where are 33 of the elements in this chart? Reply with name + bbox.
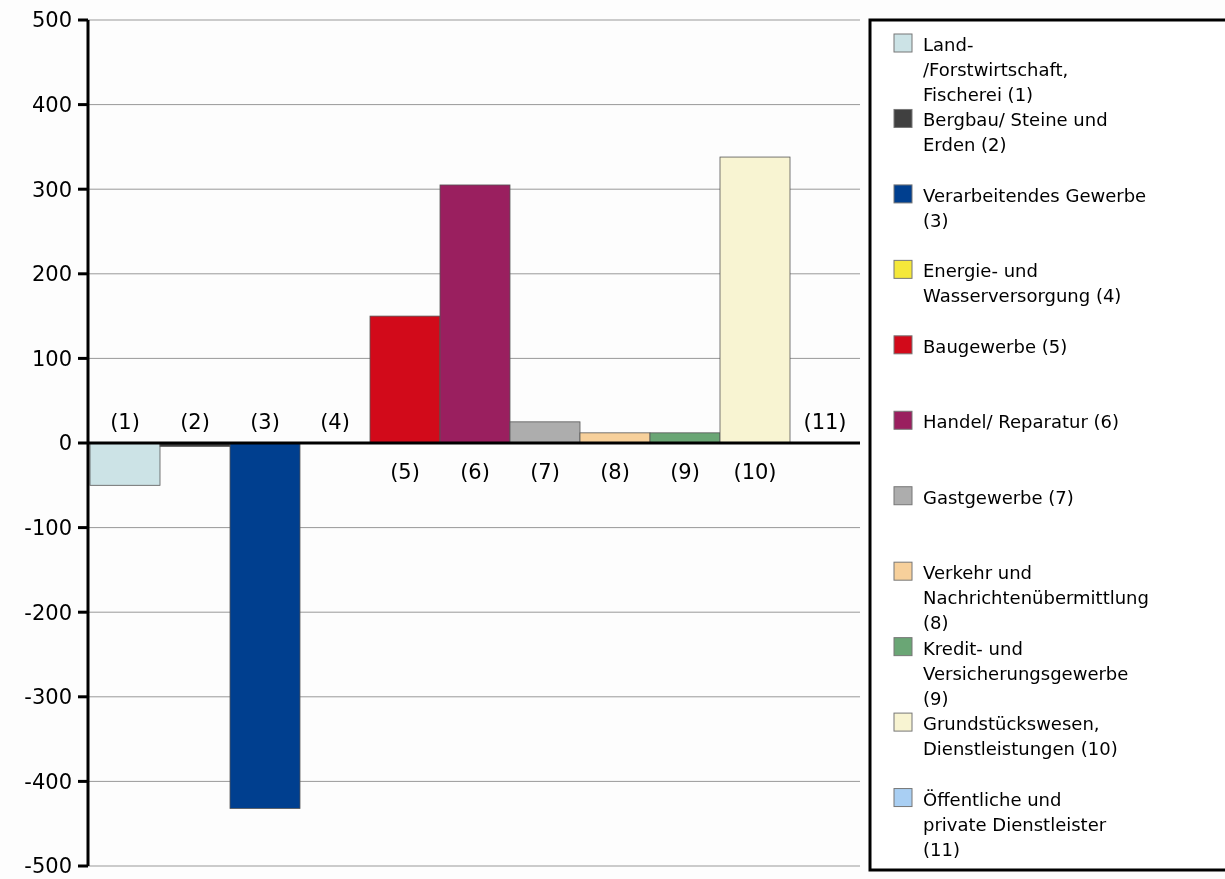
x-tick-label: (7)	[530, 460, 560, 484]
legend-label: Kredit- und Versicherungsgewerbe (9)	[923, 637, 1129, 709]
x-tick-label: (1)	[110, 410, 140, 434]
y-tick-label: -200	[24, 600, 72, 625]
legend-label: Gastgewerbe (7)	[923, 486, 1074, 508]
y-tick-label: -500	[24, 854, 72, 879]
legend-label: Land- /Forstwirtschaft, Fischerei (1)	[923, 34, 1069, 105]
y-tick-label: -100	[24, 515, 72, 540]
legend-label: Verarbeitendes Gewerbe (3)	[923, 184, 1147, 231]
x-tick-label: (11)	[803, 410, 847, 434]
y-tick-label: 0	[58, 431, 72, 456]
x-tick-label: (9)	[670, 460, 700, 484]
y-tick-label: 100	[31, 346, 72, 371]
x-tick-label: (2)	[180, 410, 210, 434]
y-tick-label: 200	[31, 262, 72, 287]
x-tick-label: (6)	[460, 460, 490, 484]
legend-label: Grundstückswesen, Dienstleistungen (10)	[923, 713, 1118, 760]
legend-label: Energie- und Wasserversorgung (4)	[923, 260, 1122, 307]
y-tick-label: 400	[31, 92, 72, 117]
y-tick-label: 500	[31, 8, 72, 33]
y-tick-label: -400	[24, 769, 72, 794]
legend-label: Verkehr und Nachrichtenübermittlung (8)	[923, 562, 1149, 634]
legend-label: Bergbau/ Steine und Erden (2)	[923, 109, 1108, 156]
x-tick-label: (4)	[320, 410, 350, 434]
x-tick-label: (3)	[250, 410, 280, 434]
legend-label: Baugewerbe (5)	[923, 335, 1068, 357]
x-tick-label: (10)	[733, 460, 777, 484]
y-tick-label: 300	[31, 177, 72, 202]
x-tick-label: (5)	[390, 460, 420, 484]
legend-label: Handel/ Reparatur (6)	[923, 411, 1120, 433]
x-tick-label: (8)	[600, 460, 630, 484]
y-tick-label: -300	[24, 685, 72, 710]
legend-label: Öffentliche und private Dienstleister (11)	[923, 788, 1107, 860]
